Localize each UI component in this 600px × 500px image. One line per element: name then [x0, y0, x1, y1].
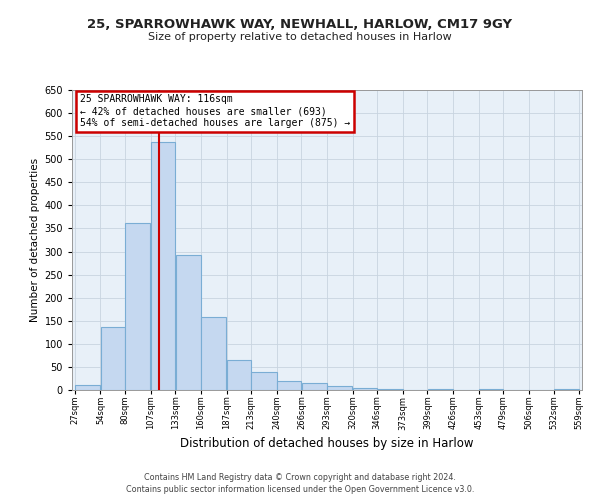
Bar — [377, 389, 403, 390]
Text: Contains HM Land Registry data © Crown copyright and database right 2024.: Contains HM Land Registry data © Crown c… — [144, 472, 456, 482]
Bar — [479, 389, 503, 390]
Bar — [151, 142, 175, 390]
Bar — [302, 383, 327, 390]
Bar — [428, 389, 453, 390]
Bar — [101, 327, 125, 390]
Bar — [75, 386, 100, 390]
Bar — [554, 388, 579, 390]
Bar — [251, 372, 277, 390]
Bar — [201, 317, 226, 390]
Y-axis label: Number of detached properties: Number of detached properties — [30, 158, 40, 322]
Text: Size of property relative to detached houses in Harlow: Size of property relative to detached ho… — [148, 32, 452, 42]
Text: 25 SPARROWHAWK WAY: 116sqm
← 42% of detached houses are smaller (693)
54% of sem: 25 SPARROWHAWK WAY: 116sqm ← 42% of deta… — [80, 94, 350, 128]
Bar — [125, 223, 151, 390]
Bar — [353, 388, 377, 390]
Bar — [227, 360, 251, 390]
Text: Contains public sector information licensed under the Open Government Licence v3: Contains public sector information licen… — [126, 485, 474, 494]
Bar — [176, 255, 200, 390]
Bar — [327, 386, 352, 390]
Text: 25, SPARROWHAWK WAY, NEWHALL, HARLOW, CM17 9GY: 25, SPARROWHAWK WAY, NEWHALL, HARLOW, CM… — [88, 18, 512, 30]
X-axis label: Distribution of detached houses by size in Harlow: Distribution of detached houses by size … — [180, 436, 474, 450]
Bar — [277, 381, 301, 390]
